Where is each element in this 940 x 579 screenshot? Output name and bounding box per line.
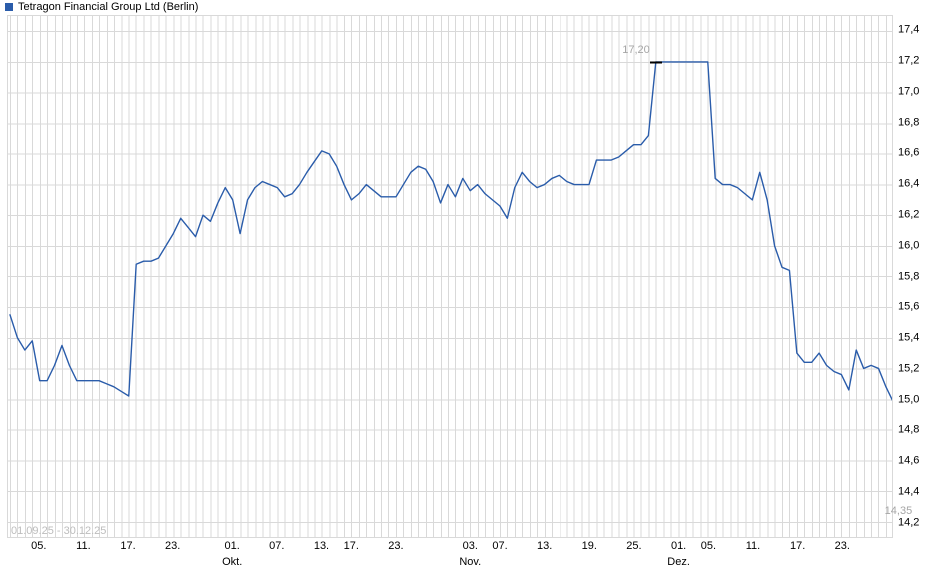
x-axis-tick-label: 13. <box>537 540 553 552</box>
x-axis-tick-label: 23. <box>388 540 404 552</box>
x-axis: 05. 11. 17. 23. 01. 07. 13. 17. 23. 03. 07. 13. 19. 2… <box>7 540 893 579</box>
y-axis-tick-label: 17,0 <box>898 85 920 98</box>
x-axis-month-label: Dez. <box>667 556 690 568</box>
y-axis-tick-label: 15,2 <box>898 362 920 375</box>
price-line-series <box>9 61 892 401</box>
legend-color-swatch-icon <box>5 3 13 11</box>
chart-header: Tetragon Financial Group Ltd (Berlin) <box>0 0 198 14</box>
x-axis-tick-label: 05. <box>700 540 717 552</box>
y-axis-tick-label: 15,6 <box>898 300 920 313</box>
x-axis-tick-label: 01. <box>670 540 687 552</box>
x-axis-tick-label: 17. <box>120 540 136 552</box>
y-axis-tick-label: 17,4 <box>898 23 920 36</box>
y-axis-tick-label: 14,8 <box>898 423 920 436</box>
x-axis-tick-label: 19. <box>581 540 597 552</box>
low-value-annotation: 14,35 <box>884 504 913 517</box>
y-axis-tick-label: 16,4 <box>898 177 920 190</box>
x-axis-tick-label: 07. <box>269 540 285 552</box>
high-value-annotation: 17,20 <box>622 44 650 57</box>
x-axis-month-label: Nov. <box>459 556 482 568</box>
y-axis: 17,4 17,2 17,0 16,8 16,6 16,4 16,2 16,0 15,8 15,6… <box>898 15 940 538</box>
y-axis-tick-label: 16,0 <box>898 239 920 252</box>
x-axis-tick-label: 17. <box>789 540 806 552</box>
grid-lines <box>8 16 892 537</box>
y-axis-tick-label: 16,6 <box>898 146 920 159</box>
x-axis-tick-label: 23. <box>165 540 181 552</box>
y-axis-tick-label: 15,0 <box>898 393 920 406</box>
x-axis-tick-label: 01. <box>224 540 240 552</box>
y-axis-tick-label: 16,8 <box>898 116 920 129</box>
y-axis-tick-label: 16,2 <box>898 208 920 221</box>
y-axis-tick-label: 17,2 <box>898 54 920 67</box>
x-axis-tick-label: 11. <box>76 540 91 552</box>
x-axis-tick-label: 07. <box>492 540 508 552</box>
y-axis-tick-label: 15,8 <box>898 270 920 282</box>
chart-title: Tetragon Financial Group Ltd (Berlin) <box>18 1 199 13</box>
x-axis-tick-label: 03. <box>462 540 478 552</box>
x-axis-month-label: Okt. <box>222 556 243 568</box>
x-axis-tick-label: 17. <box>343 540 359 552</box>
date-range-label: 01.09.25 - 30.12.25 <box>11 525 107 537</box>
y-axis-tick-label: 14,4 <box>898 485 920 498</box>
y-axis-tick-label: 15,4 <box>898 331 920 344</box>
x-axis-tick-label: 13. <box>313 540 330 552</box>
x-axis-tick-label: 05. <box>31 540 47 552</box>
x-axis-tick-label: 25. <box>626 540 642 552</box>
x-axis-tick-label: 11. <box>745 540 761 552</box>
extreme-point-markers <box>649 61 662 64</box>
y-axis-tick-label: 14,6 <box>898 454 920 467</box>
plot-area[interactable] <box>7 15 893 538</box>
y-axis-tick-label: 14,2 <box>898 516 920 529</box>
x-axis-tick-label: 23. <box>834 540 850 552</box>
